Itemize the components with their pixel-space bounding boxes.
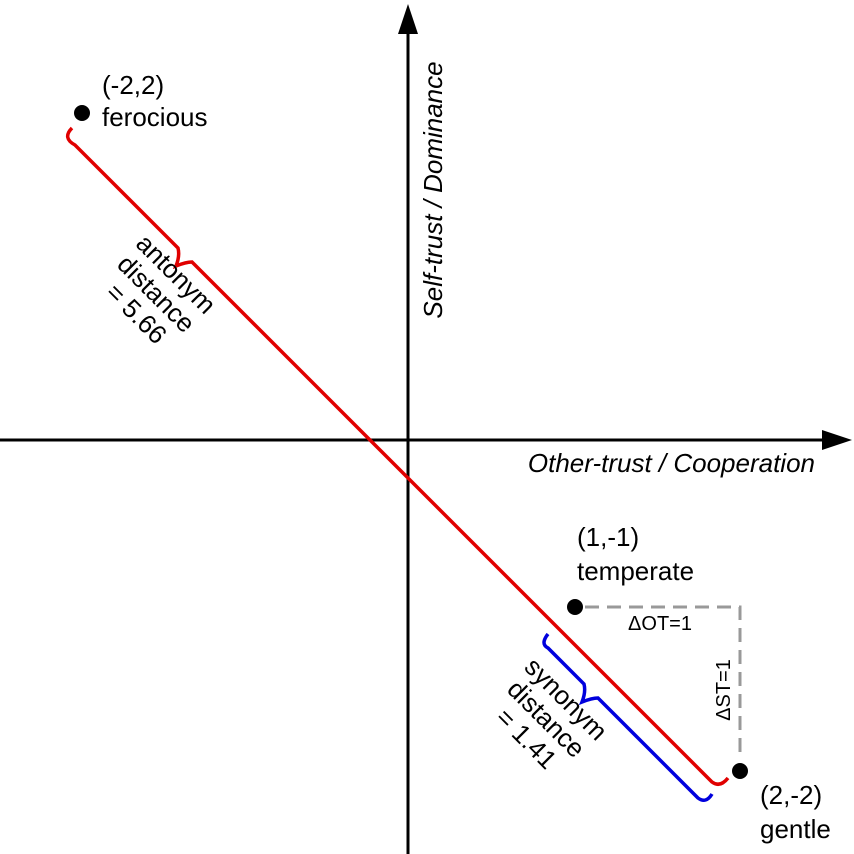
y-axis-label: Self-trust / Dominance — [418, 61, 448, 318]
delta-ot: ΔOT=1 — [628, 613, 692, 635]
x-arrow — [822, 430, 852, 450]
antonym-label: antonym distance = 5.66 — [100, 228, 222, 350]
point — [567, 599, 583, 615]
node-label: temperate — [577, 556, 694, 586]
x-axis-label: Other-trust / Cooperation — [528, 448, 815, 478]
y-arrow — [398, 4, 418, 34]
point — [732, 763, 748, 779]
synonym-label: synonym distance = 1.41 — [490, 651, 613, 774]
point — [74, 105, 90, 121]
delta-st: ΔST=1 — [713, 659, 735, 721]
node-label: ferocious — [102, 102, 208, 132]
node-coords: (-2,2) — [102, 70, 164, 100]
node-label: gentle — [760, 814, 831, 844]
synonym-line — [542, 632, 714, 802]
antonym-line — [65, 126, 730, 786]
node-coords: (2,-2) — [760, 780, 822, 810]
node-coords: (1,-1) — [577, 522, 639, 552]
delta-lines — [585, 605, 742, 752]
